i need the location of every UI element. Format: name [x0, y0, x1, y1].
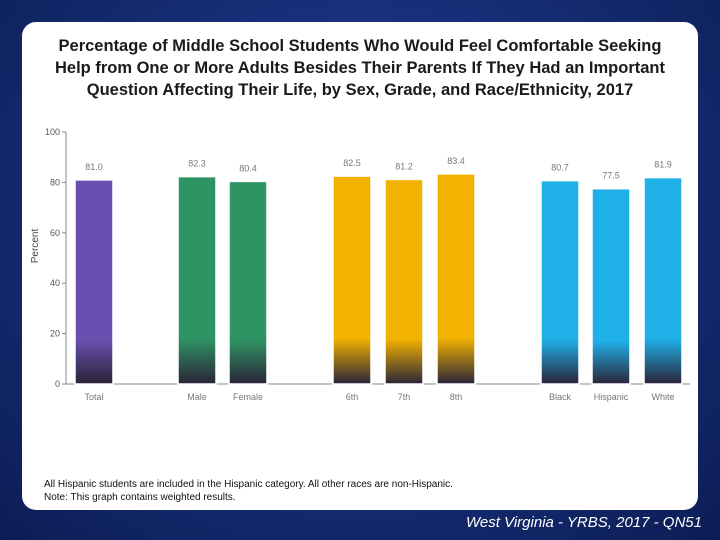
category-label: Total	[84, 392, 103, 402]
bar-black	[540, 179, 580, 385]
value-label: 81.9	[654, 160, 672, 170]
value-label: 81.2	[395, 161, 413, 171]
bar-female	[228, 180, 268, 385]
chart-title: Percentage of Middle School Students Who…	[55, 37, 665, 99]
value-label: 82.5	[343, 158, 361, 168]
bar-8th	[436, 173, 476, 385]
y-tick-label: 40	[50, 278, 60, 288]
value-label: 82.3	[188, 159, 206, 169]
category-label: Black	[549, 392, 572, 402]
bar-male	[177, 175, 217, 385]
y-axis-label: Percent	[30, 229, 41, 264]
value-label: 77.5	[602, 171, 620, 181]
bar-hispanic	[591, 187, 631, 385]
value-label: 80.4	[239, 163, 257, 173]
category-label: 7th	[398, 392, 411, 402]
category-label: Female	[233, 392, 263, 402]
category-label: 8th	[450, 392, 463, 402]
value-label: 80.7	[551, 163, 569, 173]
y-tick-label: 20	[50, 329, 60, 339]
value-label: 81.0	[85, 162, 103, 172]
footnotes: All Hispanic students are included in th…	[44, 478, 453, 504]
footnote-hispanic: All Hispanic students are included in th…	[44, 479, 453, 490]
bar-6th	[332, 175, 372, 385]
bar-7th	[384, 178, 424, 385]
y-tick-label: 100	[45, 127, 60, 137]
category-label: Male	[187, 392, 207, 402]
y-tick-label: 60	[50, 228, 60, 238]
y-tick-label: 80	[50, 177, 60, 187]
bar-white	[643, 176, 683, 385]
category-label: Hispanic	[594, 392, 629, 402]
y-tick-label: 0	[55, 379, 60, 389]
value-label: 83.4	[447, 156, 465, 166]
category-label: White	[651, 392, 674, 402]
category-label: 6th	[346, 392, 359, 402]
bar-total	[74, 179, 114, 385]
source-caption: West Virginia - YRBS, 2017 - QN51	[466, 514, 702, 531]
footnote-weighted: Note: This graph contains weighted resul…	[44, 492, 236, 503]
